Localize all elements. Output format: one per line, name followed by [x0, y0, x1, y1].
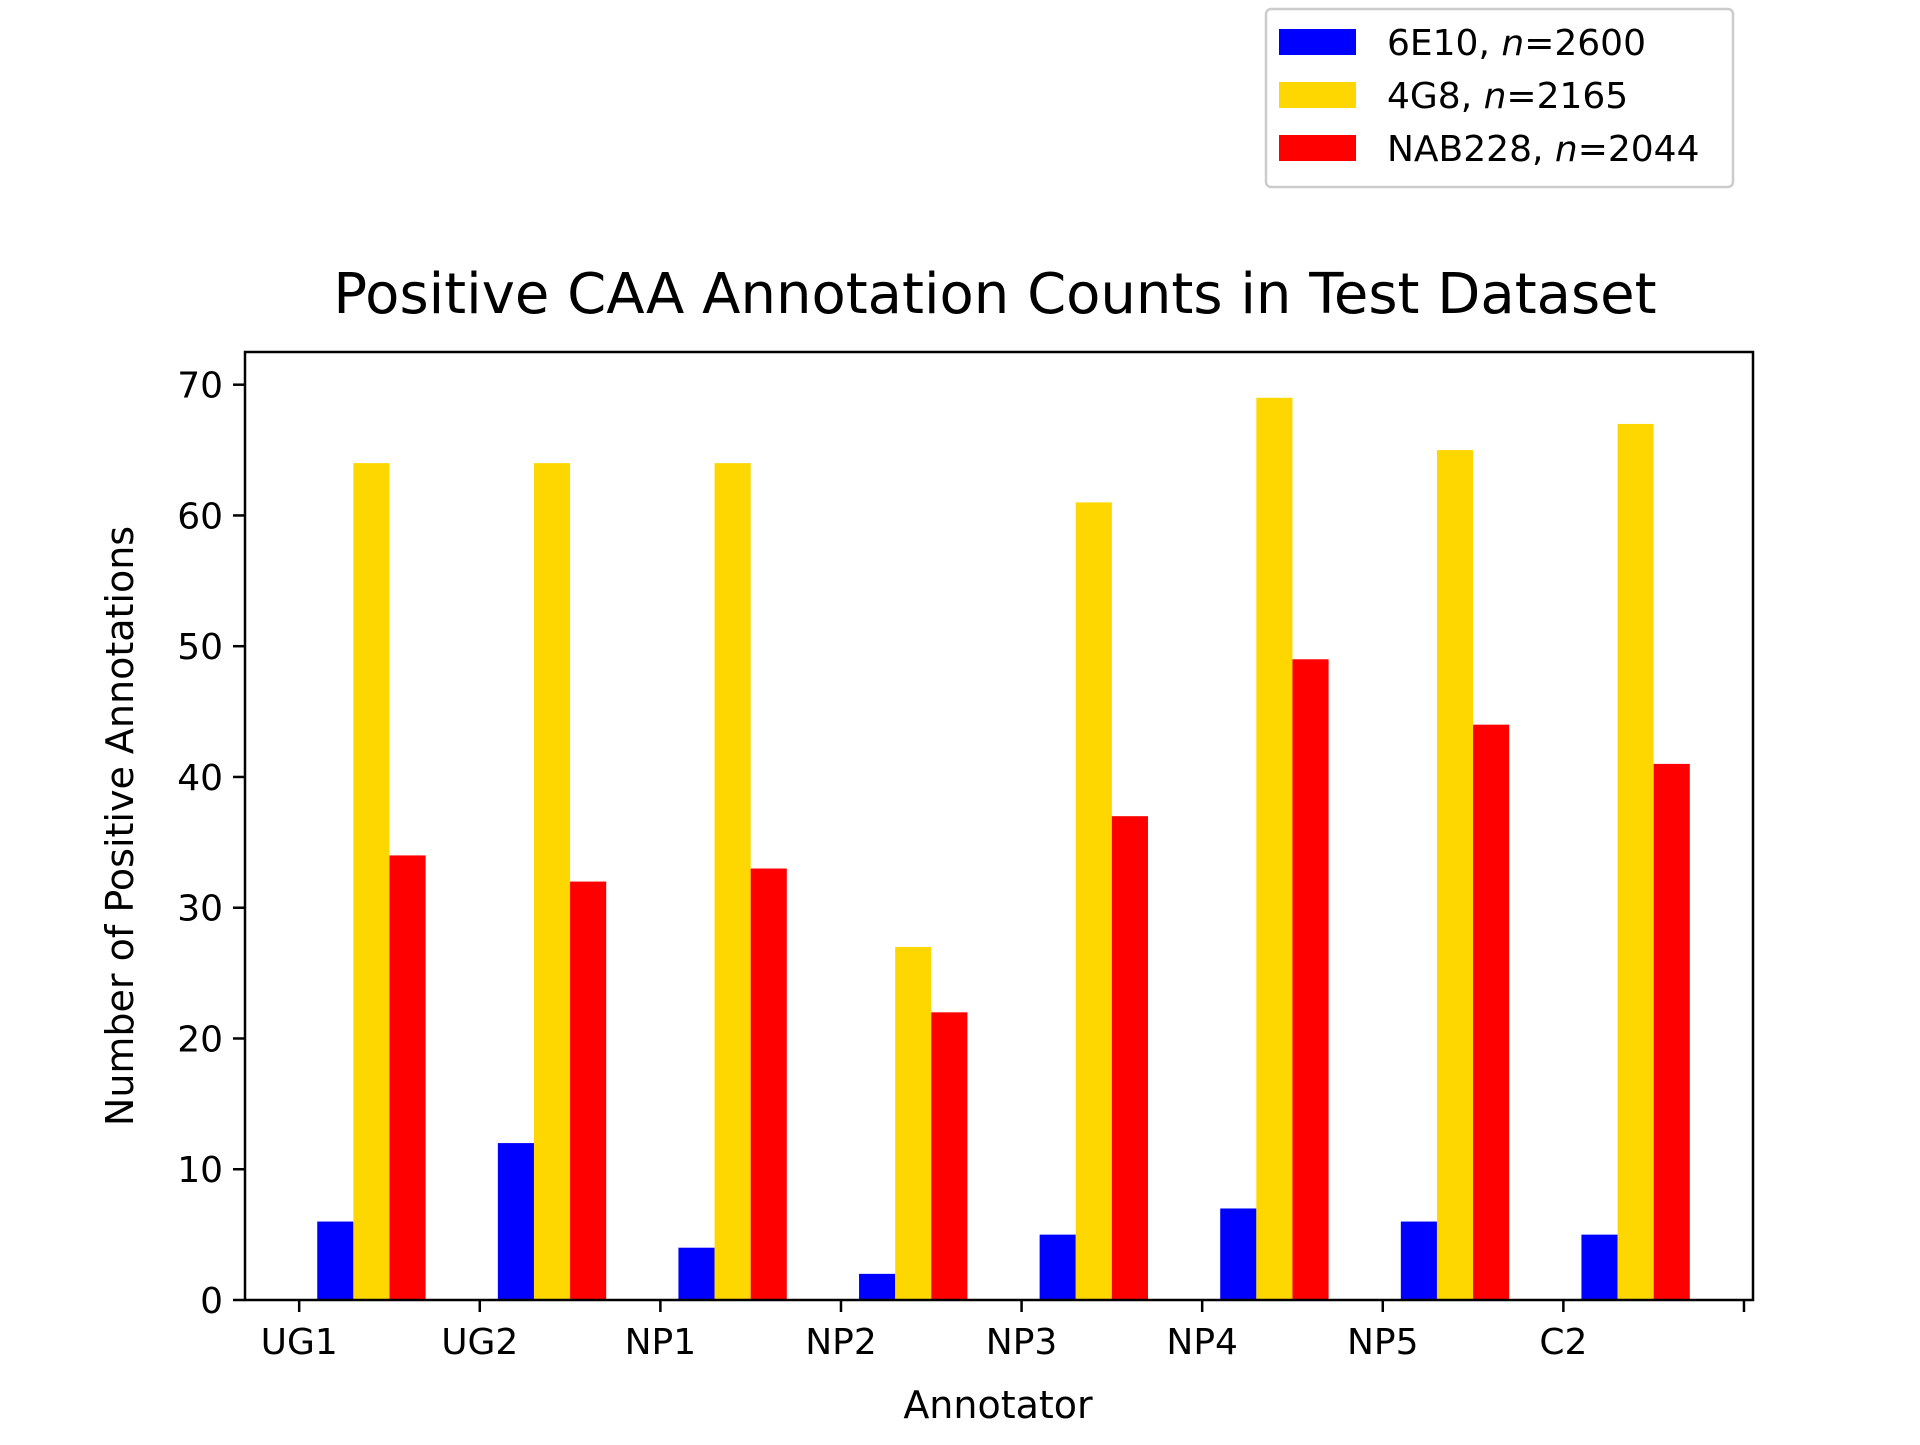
x-tick-label: NP5: [1347, 1322, 1419, 1363]
legend-frame: [1264, 7, 1735, 189]
bar-nab228-np3: [1111, 816, 1148, 1300]
x-tick-label: UG2: [441, 1322, 518, 1363]
legend-swatch-6e10: [1279, 29, 1356, 55]
legend-swatch-nab228: [1279, 135, 1356, 161]
bar-nab228-np1: [750, 868, 787, 1300]
x-axis-label: Annotator: [903, 1383, 1093, 1427]
y-tick-label: 50: [177, 627, 223, 668]
legend-swatch-4g8: [1279, 82, 1356, 108]
bar-nab228-ug2: [570, 881, 607, 1300]
legend: 6E10, n=2600 4G8, n=2165 NAB228, n=2044: [1264, 7, 1735, 189]
bar-4g8-np2: [895, 946, 932, 1300]
bar-nab228-np2: [931, 1012, 968, 1300]
bars-layer: [317, 397, 1690, 1300]
bar-6e10-c2: [1581, 1234, 1618, 1300]
bar-nab228-np4: [1292, 659, 1329, 1300]
y-tick-label: 30: [177, 889, 223, 930]
x-tick-label: UG1: [261, 1322, 338, 1363]
y-tick-label: 10: [177, 1150, 223, 1191]
chart-title: Positive CAA Annotation Counts in Test D…: [333, 262, 1656, 327]
x-tick-label: C2: [1539, 1322, 1587, 1363]
y-tick-label: 20: [177, 1019, 223, 1060]
bar-6e10-ug1: [317, 1221, 354, 1300]
legend-label-nab228: NAB228, n=2044: [1387, 129, 1699, 170]
bar-6e10-np4: [1220, 1208, 1257, 1300]
x-tick-label: NP4: [1166, 1322, 1238, 1363]
legend-label-4g8: 4G8, n=2165: [1387, 76, 1628, 117]
bar-nab228-ug1: [389, 855, 426, 1300]
x-axis: UG1 UG2 NP1 NP2 NP3 NP4 NP5 C2: [261, 1300, 1746, 1363]
bar-4g8-np4: [1256, 397, 1293, 1300]
y-tick-label: 60: [177, 496, 223, 537]
legend-label-6e10: 6E10, n=2600: [1387, 23, 1646, 64]
bar-6e10-np1: [678, 1247, 715, 1300]
bar-6e10-np5: [1400, 1221, 1437, 1300]
y-tick-label: 0: [200, 1281, 223, 1322]
bar-4g8-np1: [714, 463, 751, 1300]
y-tick-label: 70: [177, 366, 223, 407]
bar-4g8-c2: [1617, 423, 1654, 1300]
bar-nab228-c2: [1653, 763, 1690, 1300]
bar-6e10-ug2: [497, 1143, 534, 1300]
x-tick-label: NP2: [805, 1322, 877, 1363]
y-axis-label: Number of Positive Annotations: [98, 526, 142, 1126]
bar-6e10-np3: [1039, 1234, 1076, 1300]
bar-nab228-np5: [1473, 724, 1510, 1300]
bar-4g8-np3: [1075, 502, 1112, 1300]
bar-4g8-ug1: [353, 463, 390, 1300]
y-axis: 0 10 20 30 40 50 60 70: [177, 366, 245, 1322]
x-tick-label: NP1: [625, 1322, 697, 1363]
bar-6e10-np2: [859, 1273, 896, 1300]
plot-frame: [243, 350, 1755, 1302]
x-tick-label: NP3: [986, 1322, 1058, 1363]
bar-4g8-np5: [1436, 450, 1474, 1300]
y-tick-label: 40: [177, 758, 223, 799]
bar-4g8-ug2: [533, 463, 571, 1300]
